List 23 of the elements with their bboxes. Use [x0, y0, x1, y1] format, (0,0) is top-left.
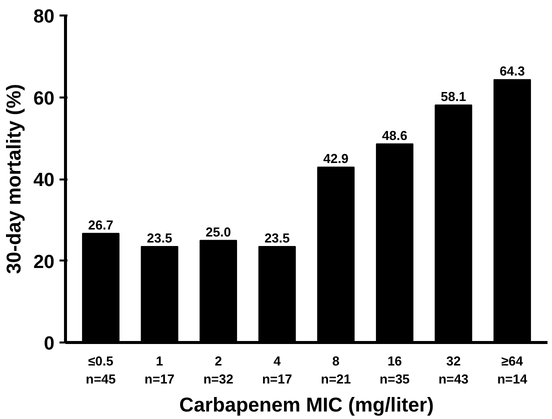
data-label: 58.1: [440, 89, 466, 104]
y-tick-label: 0: [44, 334, 55, 354]
y-axis-title: 30-day mortality (%): [3, 84, 26, 274]
y-tick-label: 40: [33, 170, 55, 191]
x-tick-label: 32 n=43: [438, 354, 468, 386]
data-label: 64.3: [500, 64, 525, 79]
x-tick-label: 16 n=35: [380, 354, 410, 386]
data-label: 25.0: [206, 224, 231, 240]
data-label: 42.9: [323, 151, 349, 166]
x-tick-label: 2 n=32: [203, 354, 234, 386]
data-label: 48.6: [382, 128, 408, 143]
x-tick-label: 1 n=17: [144, 354, 175, 386]
x-axis-title: Carbapenem MIC (mg/liter): [179, 394, 434, 416]
x-tick-label: ≤0.5 n=45: [86, 354, 116, 386]
y-tick-label: 80: [33, 6, 55, 28]
y-tick-label: 60: [33, 88, 55, 110]
y-tick-label: 20: [33, 252, 55, 273]
data-label: 23.5: [146, 230, 172, 246]
data-label: 26.7: [88, 217, 114, 232]
x-tick-label: 8 n=21: [320, 354, 351, 386]
data-label: 23.5: [264, 230, 290, 246]
x-tick-label: 4 n=17: [262, 354, 292, 386]
x-tick-label: ≥64 n=14: [497, 354, 528, 386]
